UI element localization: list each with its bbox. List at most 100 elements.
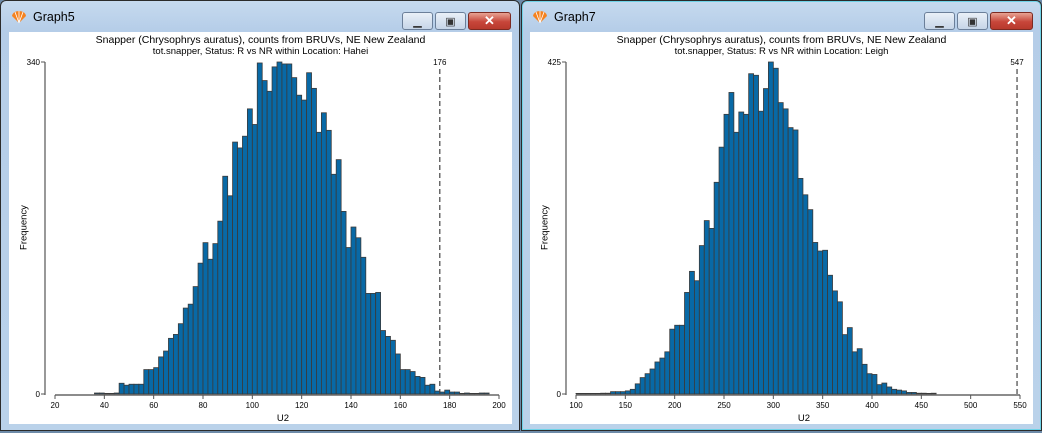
histogram-bar — [380, 330, 386, 395]
histogram: 0 425 100 150 200 250 300 350 400 450 500 550 U2 547 — [548, 58, 1028, 424]
histogram-bar — [276, 61, 283, 395]
histogram-bar — [605, 392, 611, 395]
x-axis-label: U2 — [277, 413, 289, 424]
observed-value-label: 176 — [433, 58, 447, 67]
graph7-window[interactable]: Graph7 ▁ ▣ ✕ Snapper (Chrysophrys auratu… — [521, 0, 1042, 431]
title-bar[interactable]: Graph5 ▁ ▣ ✕ — [1, 1, 519, 31]
observed-value-label: 547 — [1010, 58, 1024, 67]
graph5-window[interactable]: Graph5 ▁ ▣ ✕ Snapper (Chrysophrys auratu… — [0, 0, 520, 431]
x-tick-label: 40 — [100, 401, 109, 410]
x-tick-label: 180 — [443, 401, 457, 410]
histogram-bar — [365, 293, 372, 395]
histogram-bar — [419, 376, 426, 395]
histogram-bar — [138, 383, 145, 395]
histogram-bar — [325, 129, 332, 395]
histogram-bar — [738, 111, 745, 395]
minimize-button[interactable]: ▁ — [402, 12, 433, 30]
histogram-bar — [837, 301, 843, 395]
histogram-bar — [444, 389, 451, 395]
histogram-bar — [454, 391, 460, 395]
x-tick-label: 160 — [394, 401, 408, 410]
histogram-bar — [580, 392, 587, 395]
close-icon: ✕ — [484, 13, 495, 28]
chart-area: Snapper (Chrysophrys auratus), counts fr… — [9, 32, 512, 424]
histogram-bar — [335, 159, 342, 395]
histogram-bar — [708, 227, 715, 395]
x-tick-label: 100 — [246, 401, 260, 410]
histogram-bar — [861, 363, 868, 395]
x-tick-label: 300 — [767, 401, 781, 410]
x-tick-label: 120 — [295, 401, 309, 410]
close-button[interactable]: ✕ — [468, 12, 511, 30]
close-button[interactable]: ✕ — [990, 12, 1033, 30]
histogram-bar — [217, 220, 224, 395]
histogram-bar — [723, 113, 730, 395]
histogram-bar — [659, 357, 666, 395]
x-tick-label: 80 — [199, 401, 208, 410]
histogram-bar — [743, 113, 750, 395]
y-tick-label: 0 — [36, 390, 41, 399]
histogram-bar — [414, 376, 421, 395]
histogram-bar — [733, 131, 740, 395]
histogram-bar — [404, 369, 411, 395]
chart-subtitle: tot.snapper, Status: R vs NR within Loca… — [152, 46, 369, 57]
histogram-bar — [817, 250, 824, 395]
histogram-bar — [187, 303, 194, 395]
histogram-bar — [271, 66, 278, 395]
histogram-bar — [930, 392, 937, 395]
histogram-bar — [256, 62, 263, 395]
histogram-bar — [99, 392, 105, 395]
histogram-bar — [222, 175, 229, 395]
histogram-bar — [320, 112, 327, 395]
histogram-bar — [620, 391, 626, 395]
histogram-bar — [103, 392, 110, 395]
histogram-bar — [906, 392, 912, 395]
histogram-bar — [177, 323, 184, 395]
histogram-bar — [886, 386, 893, 395]
histogram-bar — [281, 63, 288, 395]
histogram-bar — [385, 335, 391, 395]
y-tick-label: 0 — [557, 390, 562, 399]
histogram-bar — [777, 102, 784, 395]
histogram-bar — [128, 383, 135, 395]
histogram-bar — [728, 92, 735, 395]
histogram-bar — [758, 110, 764, 395]
histogram-bar — [689, 270, 695, 395]
maximize-button[interactable]: ▣ — [957, 12, 988, 30]
x-axis-label: U2 — [798, 413, 810, 424]
histogram-bar — [639, 377, 646, 395]
histogram-bar — [434, 390, 441, 395]
histogram-bar — [468, 392, 475, 395]
x-tick-label: 200 — [492, 401, 506, 410]
chart-area: Snapper (Chrysophrys auratus), counts fr… — [530, 32, 1033, 424]
minimize-button[interactable]: ▁ — [924, 12, 955, 30]
x-tick-label: 150 — [619, 401, 633, 410]
window-title: Graph7 — [554, 10, 596, 24]
histogram-bar — [876, 384, 883, 395]
histogram-bar — [911, 392, 917, 395]
shell-icon — [533, 11, 547, 24]
histogram-bar — [108, 392, 115, 395]
maximize-button[interactable]: ▣ — [435, 12, 466, 30]
histogram-bar — [782, 108, 789, 395]
histogram-bar — [360, 256, 367, 395]
histogram-bar — [590, 392, 597, 395]
histogram-bar — [901, 390, 907, 395]
title-bar[interactable]: Graph7 ▁ ▣ ✕ — [522, 1, 1041, 31]
histogram-bar — [846, 327, 853, 395]
histogram-bar — [478, 392, 485, 395]
histogram-bar — [693, 280, 700, 395]
histogram-bar — [197, 262, 204, 395]
histogram: 0 340 20 40 60 80 100 120 140 160 180 200 U2 176 — [27, 58, 507, 424]
x-tick-label: 200 — [668, 401, 682, 410]
histogram-bar — [832, 290, 838, 395]
histogram-bar — [242, 135, 248, 395]
x-tick-label: 140 — [344, 401, 358, 410]
chart-subtitle: tot.snapper, Status: R vs NR within Loca… — [674, 46, 889, 57]
histogram-bar — [851, 351, 858, 395]
histogram-bar — [664, 351, 671, 395]
histogram-bar — [763, 88, 769, 395]
histogram-bar — [925, 392, 932, 395]
close-icon: ✕ — [1006, 13, 1017, 28]
histogram-bar — [182, 307, 189, 395]
